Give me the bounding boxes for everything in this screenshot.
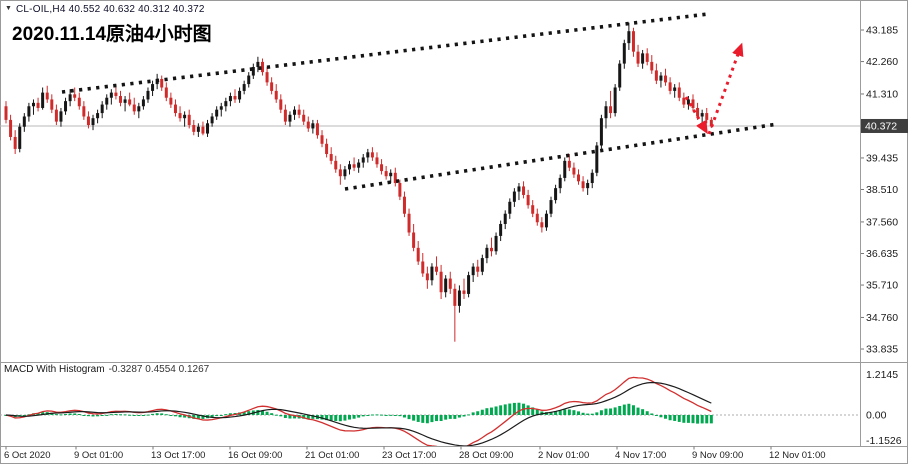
svg-text:34.760: 34.760 [866,312,898,324]
svg-text:21 Oct 01:00: 21 Oct 01:00 [305,450,359,461]
svg-text:-1.1526: -1.1526 [866,435,902,447]
symbol-quote: CL-OIL,H4 40.552 40.632 40.312 40.372 [16,4,205,15]
price-axis[interactable]: 43.185 42.260 41.310 39.435 38.510 37.560 36.6… [861,25,898,356]
svg-text:1.2145: 1.2145 [866,369,898,381]
time-axis[interactable]: 6 Oct 2020 9 Oct 01:00 13 Oct 17:00 16 Oct … [4,446,826,462]
svg-text:12 Nov 01:00: 12 Nov 01:00 [769,450,826,461]
svg-text:9 Nov 09:00: 9 Nov 09:00 [692,450,743,461]
svg-text:38.510: 38.510 [866,184,898,196]
svg-text:23 Oct 17:00: 23 Oct 17:00 [382,450,436,461]
macd-indicator-label: MACD With Histogram -0.3287 0.4554 0.1267 [4,364,209,375]
svg-text:6 Oct 2020: 6 Oct 2020 [4,450,50,461]
svg-text:0.00: 0.00 [866,410,887,422]
macd-lines [5,376,712,446]
candlestick-series [4,22,713,342]
svg-text:16 Oct 09:00: 16 Oct 09:00 [228,450,282,461]
svg-text:35.710: 35.710 [866,280,898,292]
dropdown-arrow-icon[interactable]: ▼ [5,5,12,12]
macd-line [5,376,712,446]
trendline-upper[interactable] [61,12,709,94]
svg-text:37.560: 37.560 [866,216,898,228]
svg-text:39.435: 39.435 [866,152,898,164]
indicator-axis[interactable]: 1.2145 0.00 -1.1526 [866,369,902,447]
current-price-tag: 40.372 [861,118,908,133]
macd-histogram [4,402,713,424]
svg-text:33.835: 33.835 [866,344,898,356]
macd-indicator-values: -0.3287 0.4554 0.1267 [108,364,210,375]
svg-text:9 Oct 01:00: 9 Oct 01:00 [74,450,123,461]
svg-text:41.310: 41.310 [866,88,898,100]
svg-text:36.635: 36.635 [866,248,898,260]
svg-text:2 Nov 01:00: 2 Nov 01:00 [538,450,589,461]
breakout-up-arrow[interactable] [707,42,744,135]
svg-text:13 Oct 17:00: 13 Oct 17:00 [151,450,205,461]
svg-text:40.372: 40.372 [865,120,897,132]
svg-text:4 Nov 17:00: 4 Nov 17:00 [615,450,666,461]
pullback-down-arrow[interactable] [684,96,708,135]
signal-line [5,381,712,446]
macd-indicator-name: MACD With Histogram [4,364,105,375]
svg-text:42.260: 42.260 [866,56,898,68]
chart-title: 2020.11.14原油4小时图 [12,24,212,45]
svg-text:43.185: 43.185 [866,25,898,37]
svg-text:28 Oct 09:00: 28 Oct 09:00 [459,450,513,461]
